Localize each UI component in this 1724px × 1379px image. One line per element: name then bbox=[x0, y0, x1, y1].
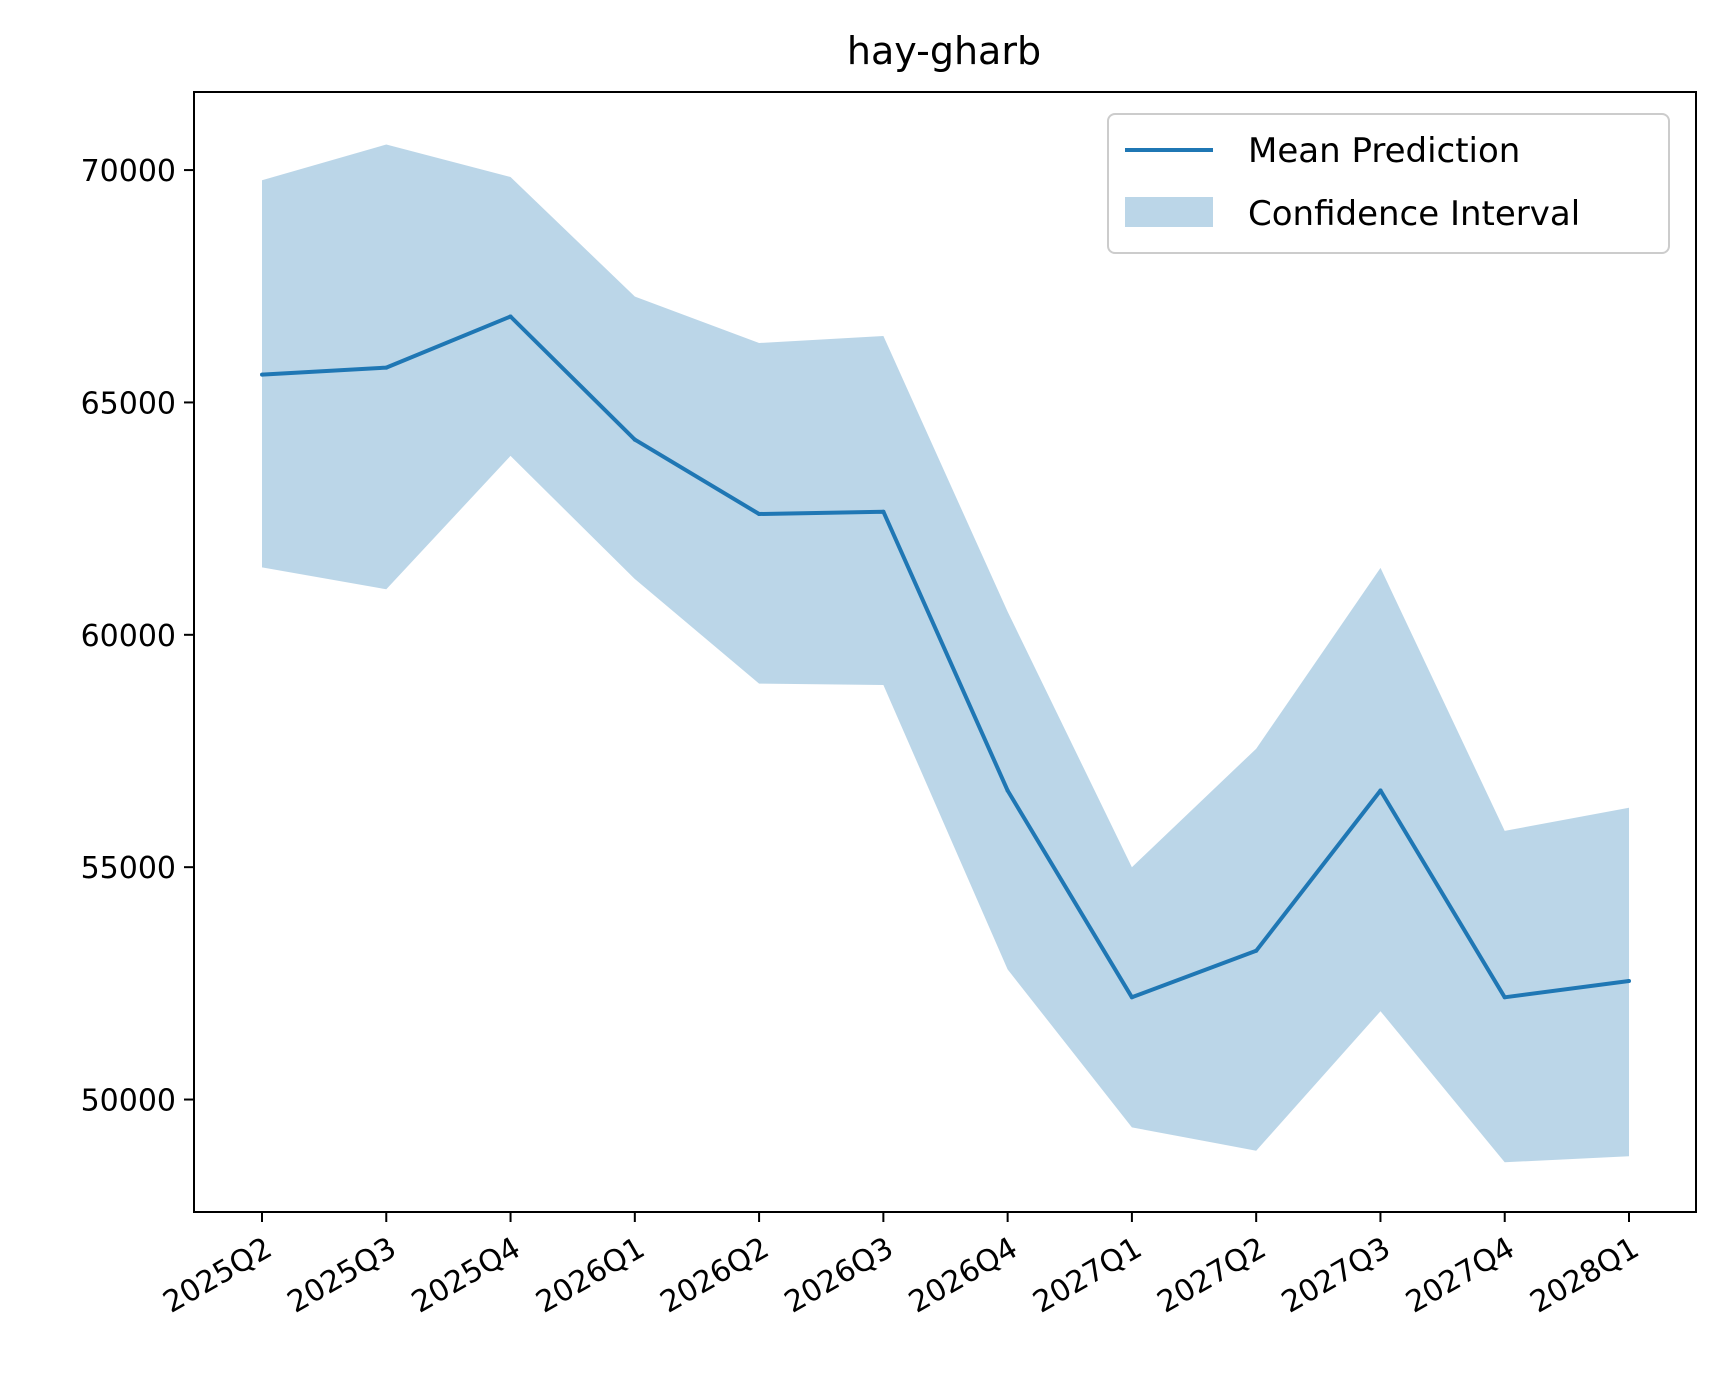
legend-band-swatch bbox=[1125, 197, 1213, 227]
y-tick-label-55000: 55000 bbox=[81, 851, 176, 886]
mean-point-2025Q2 bbox=[260, 372, 264, 377]
legend-label-confidence: Confidence Interval bbox=[1248, 194, 1580, 234]
mean-prediction-line bbox=[261, 314, 1630, 1000]
legend: Mean Prediction Confidence Interval bbox=[1107, 113, 1670, 254]
mean-point-2027Q2 bbox=[1254, 948, 1259, 953]
mean-point-2027Q4 bbox=[1502, 995, 1507, 1000]
y-tick-label-60000: 60000 bbox=[81, 619, 176, 654]
y-tick-label-70000: 70000 bbox=[81, 154, 176, 189]
mean-point-2025Q3 bbox=[384, 365, 389, 370]
legend-frame bbox=[1107, 113, 1670, 254]
chart-title: hay-gharb bbox=[847, 29, 1041, 73]
y-tick-label-50000: 50000 bbox=[81, 1084, 176, 1119]
mean-point-2026Q1 bbox=[632, 437, 637, 442]
legend-label-mean: Mean Prediction bbox=[1248, 131, 1520, 171]
mean-point-2025Q4 bbox=[508, 314, 513, 319]
mean-point-2027Q1 bbox=[1129, 995, 1134, 1000]
axes-frame bbox=[193, 91, 1697, 1213]
mean-point-2028Q1 bbox=[1627, 979, 1631, 983]
mean-point-2026Q4 bbox=[1005, 788, 1010, 793]
y-tick-label-65000: 65000 bbox=[81, 386, 176, 421]
mean-point-2027Q3 bbox=[1378, 788, 1383, 793]
mean-point-2026Q3 bbox=[881, 509, 886, 514]
mean-point-2026Q2 bbox=[757, 512, 762, 516]
